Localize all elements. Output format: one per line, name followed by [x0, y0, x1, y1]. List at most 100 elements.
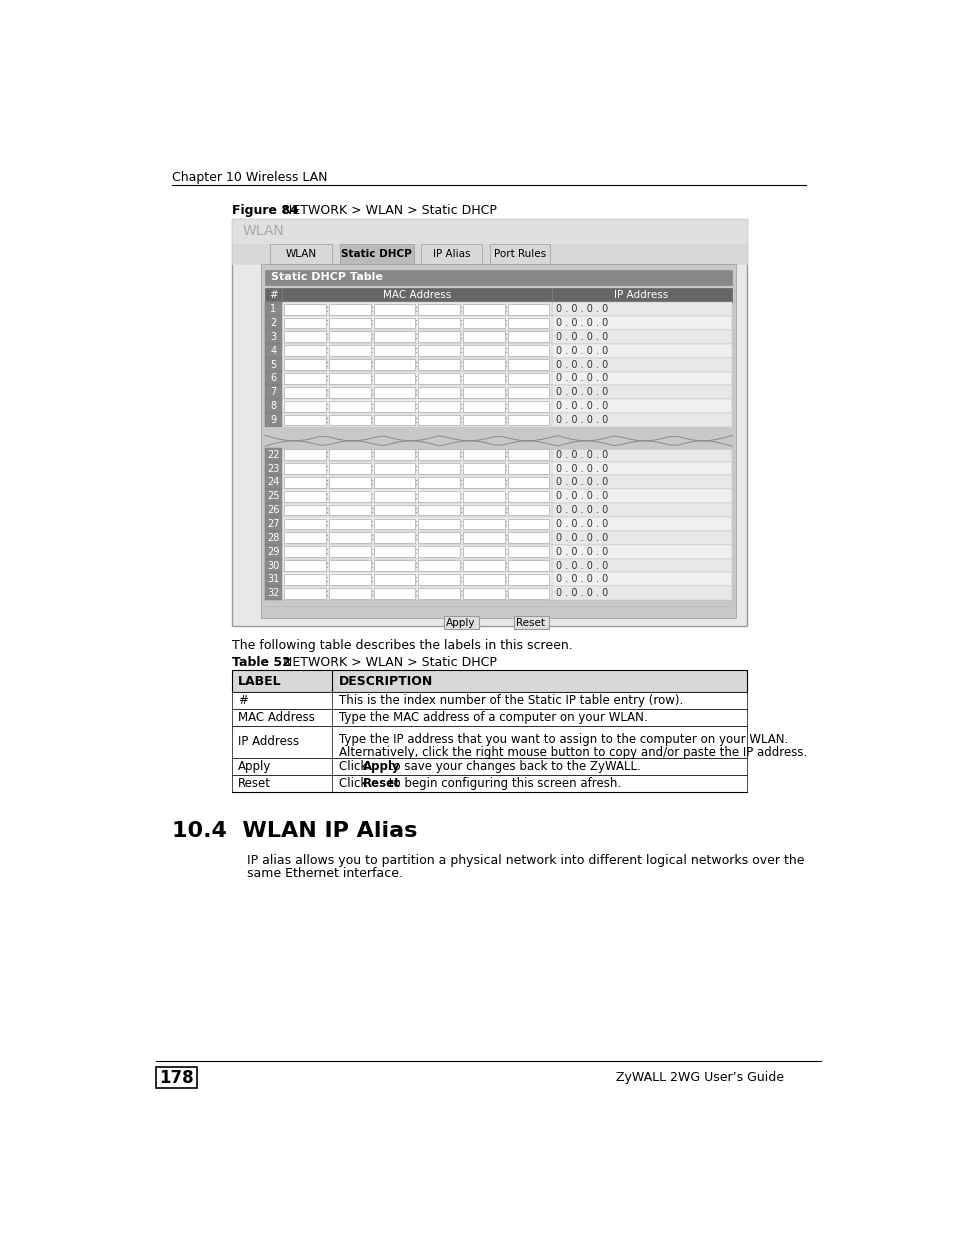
- Bar: [265, 475, 732, 489]
- Bar: [265, 503, 282, 517]
- Text: 0 . 0 . 0 . 0: 0 . 0 . 0 . 0: [556, 561, 608, 571]
- Bar: [329, 505, 370, 515]
- Text: 0 . 0 . 0 . 0: 0 . 0 . 0 . 0: [556, 588, 608, 598]
- Text: :: :: [371, 478, 374, 487]
- Bar: [462, 387, 504, 398]
- Text: :: :: [459, 589, 462, 598]
- Text: 0 . 0 . 0 . 0: 0 . 0 . 0 . 0: [556, 415, 608, 425]
- Bar: [265, 358, 732, 372]
- Bar: [284, 574, 326, 585]
- Bar: [265, 330, 282, 343]
- Bar: [462, 588, 504, 599]
- Bar: [329, 415, 370, 425]
- Bar: [507, 546, 549, 557]
- Text: WLAN: WLAN: [242, 224, 284, 237]
- Bar: [270, 245, 332, 264]
- Text: :: :: [326, 534, 329, 542]
- Bar: [340, 245, 414, 264]
- Text: :: :: [371, 534, 374, 542]
- Bar: [284, 463, 326, 474]
- Text: Apply: Apply: [237, 760, 271, 773]
- Bar: [284, 561, 326, 571]
- Text: :: :: [415, 401, 417, 411]
- Bar: [418, 415, 459, 425]
- Bar: [232, 219, 746, 243]
- Bar: [462, 346, 504, 356]
- Text: 0 . 0 . 0 . 0: 0 . 0 . 0 . 0: [556, 401, 608, 411]
- Text: :: :: [459, 346, 462, 356]
- Bar: [265, 385, 282, 399]
- Text: :: :: [415, 547, 417, 556]
- Text: :: :: [504, 505, 507, 515]
- Text: :: :: [504, 305, 507, 314]
- Text: 26: 26: [267, 505, 279, 515]
- Bar: [418, 574, 459, 585]
- Text: Table 52: Table 52: [232, 656, 291, 669]
- Text: :: :: [459, 361, 462, 369]
- Text: :: :: [459, 547, 462, 556]
- Text: Static DHCP: Static DHCP: [341, 248, 412, 258]
- Text: 27: 27: [267, 519, 279, 529]
- Bar: [374, 331, 415, 342]
- Bar: [265, 489, 732, 503]
- Bar: [329, 373, 370, 384]
- Text: :: :: [415, 478, 417, 487]
- Text: Apply: Apply: [446, 618, 476, 627]
- Bar: [284, 387, 326, 398]
- Bar: [284, 505, 326, 515]
- Bar: [507, 346, 549, 356]
- Text: :: :: [504, 520, 507, 529]
- Bar: [329, 317, 370, 329]
- Bar: [418, 561, 459, 571]
- Bar: [284, 477, 326, 488]
- Text: 0 . 0 . 0 . 0: 0 . 0 . 0 . 0: [556, 478, 608, 488]
- Text: :: :: [415, 415, 417, 425]
- Bar: [443, 615, 478, 630]
- Bar: [232, 709, 746, 726]
- Text: 0 . 0 . 0 . 0: 0 . 0 . 0 . 0: [556, 547, 608, 557]
- Text: :: :: [459, 388, 462, 396]
- Bar: [265, 558, 282, 573]
- Bar: [265, 343, 282, 358]
- Bar: [232, 692, 746, 709]
- Text: :: :: [326, 464, 329, 473]
- Text: to begin configuring this screen afresh.: to begin configuring this screen afresh.: [385, 777, 620, 790]
- Text: :: :: [371, 361, 374, 369]
- Bar: [462, 401, 504, 411]
- Bar: [265, 475, 282, 489]
- Bar: [374, 574, 415, 585]
- Text: :: :: [371, 547, 374, 556]
- Text: :: :: [504, 319, 507, 327]
- Bar: [265, 316, 732, 330]
- Text: :: :: [326, 374, 329, 383]
- Bar: [507, 401, 549, 411]
- Text: :: :: [504, 464, 507, 473]
- Bar: [329, 304, 370, 315]
- Bar: [418, 546, 459, 557]
- Text: to save your changes back to the ZyWALL.: to save your changes back to the ZyWALL.: [385, 760, 640, 773]
- Bar: [265, 412, 732, 427]
- Text: This is the index number of the Static IP table entry (row).: This is the index number of the Static I…: [338, 694, 682, 706]
- Bar: [284, 450, 326, 461]
- Text: Alternatively, click the right mouse button to copy and/or paste the IP address.: Alternatively, click the right mouse but…: [338, 746, 806, 758]
- Text: ZyWALL 2WG User’s Guide: ZyWALL 2WG User’s Guide: [616, 1071, 783, 1084]
- Text: :: :: [326, 561, 329, 571]
- Bar: [462, 490, 504, 501]
- Text: :: :: [504, 576, 507, 584]
- Bar: [329, 463, 370, 474]
- Bar: [232, 726, 746, 758]
- Bar: [374, 588, 415, 599]
- Bar: [329, 561, 370, 571]
- Bar: [265, 531, 732, 545]
- Bar: [329, 532, 370, 543]
- Bar: [507, 373, 549, 384]
- Bar: [265, 462, 732, 475]
- Text: :: :: [415, 374, 417, 383]
- Text: :: :: [371, 346, 374, 356]
- Text: :: :: [459, 576, 462, 584]
- Bar: [265, 446, 732, 450]
- Bar: [374, 505, 415, 515]
- Bar: [265, 330, 732, 343]
- Bar: [329, 401, 370, 411]
- Bar: [462, 359, 504, 370]
